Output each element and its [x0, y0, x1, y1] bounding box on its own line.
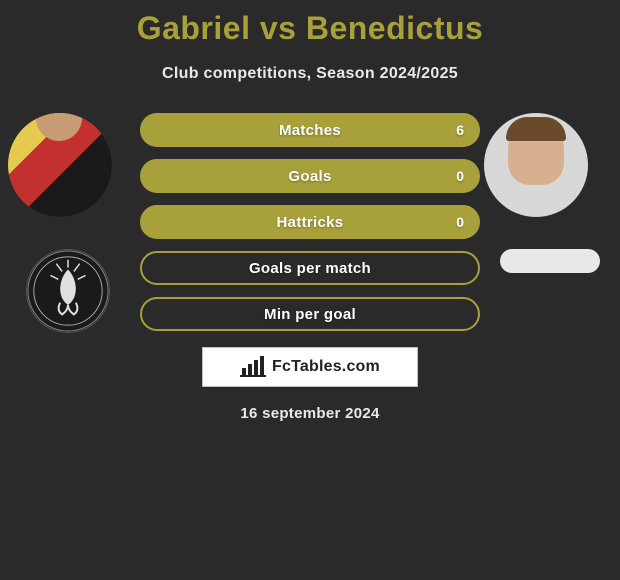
stat-value: 0: [456, 214, 464, 230]
player-photo-left-graphic: [8, 113, 112, 217]
page-title: Gabriel vs Benedictus: [0, 0, 620, 47]
club-crest-left: [26, 249, 110, 333]
bar-chart-icon: [240, 356, 266, 378]
stat-value: 6: [456, 122, 464, 138]
stat-label: Goals per match: [249, 260, 371, 277]
date-text: 16 september 2024: [0, 405, 620, 422]
thistle-crest-icon: [27, 250, 109, 332]
stat-row: Matches 6: [140, 113, 480, 147]
player-photo-left: [8, 113, 112, 217]
brand-box[interactable]: FcTables.com: [202, 347, 418, 387]
stat-label: Min per goal: [264, 306, 356, 323]
comparison-content: Matches 6 Goals 0 Hattricks 0 Goals per match M…: [0, 113, 620, 331]
stat-row: Min per goal: [140, 297, 480, 331]
stat-rows: Matches 6 Goals 0 Hattricks 0 Goals per match M…: [140, 113, 480, 331]
club-crest-right: [500, 249, 600, 273]
stat-label: Hattricks: [277, 214, 344, 231]
stat-row: Goals 0: [140, 159, 480, 193]
subtitle: Club competitions, Season 2024/2025: [0, 65, 620, 83]
stat-label: Goals: [288, 168, 331, 185]
player-photo-right-graphic: [484, 113, 588, 217]
stat-value: 0: [456, 168, 464, 184]
stat-row: Goals per match: [140, 251, 480, 285]
stat-label: Matches: [279, 122, 341, 139]
player-photo-right: [484, 113, 588, 217]
stat-row: Hattricks 0: [140, 205, 480, 239]
brand-text: FcTables.com: [272, 358, 380, 376]
